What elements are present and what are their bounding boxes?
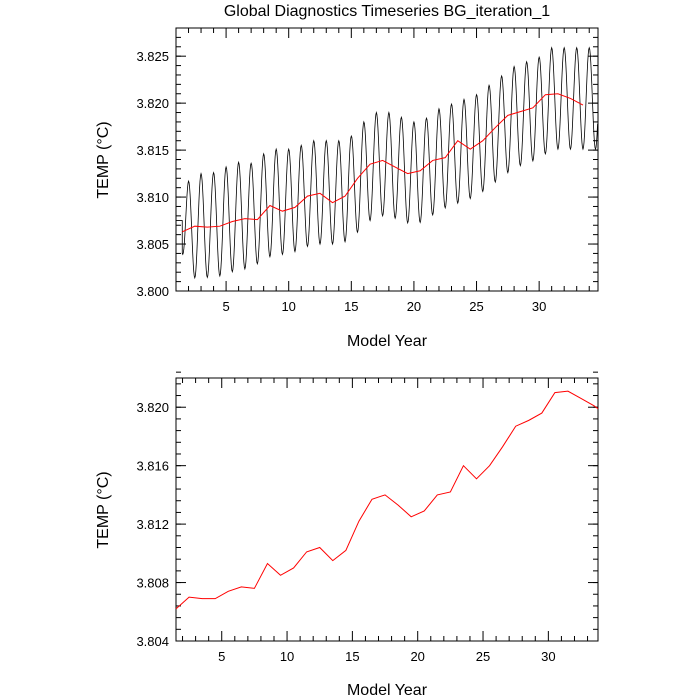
x-tick-label: 15 [344,299,358,314]
top-panel: 3.800 3.805 3.810 3.815 3.820 3.825 5 10 15 20 25 3… [95,27,599,350]
top-tick-labels: 3.800 3.805 3.810 3.815 3.820 3.825 5 10 15 20 25 3… [136,49,546,314]
x-tick-label: 5 [218,649,225,664]
bottom-tick-labels: 3.804 3.808 3.812 3.816 3.820 5 10 15 20 25 30 [136,400,555,664]
x-tick-label: 20 [410,649,424,664]
bottom-annual-series-line [175,390,599,610]
top-monthly-series-line [176,46,598,280]
top-lines [176,46,598,280]
bottom-ticks [176,371,598,642]
top-annual-series-line [182,93,584,233]
top-ticks [175,27,598,292]
x-tick-label: 30 [532,299,546,314]
bottom-y-axis-label: TEMP (°C) [95,471,112,548]
y-tick-label: 3.815 [136,143,169,158]
y-tick-label: 3.812 [136,517,169,532]
y-tick-label: 3.804 [136,634,169,649]
y-tick-label: 3.816 [136,459,169,474]
y-tick-label: 3.805 [136,237,169,252]
x-tick-label: 25 [476,649,490,664]
y-tick-label: 3.820 [136,96,169,111]
x-tick-label: 10 [281,299,295,314]
top-x-axis-label: Model Year [347,333,428,350]
y-tick-label: 3.825 [136,49,169,64]
x-tick-label: 30 [541,649,555,664]
top-y-axis-label: TEMP (°C) [95,121,112,198]
y-tick-label: 3.800 [136,284,169,299]
bottom-x-axis-label: Model Year [347,682,428,699]
x-tick-label: 20 [407,299,421,314]
y-tick-label: 3.808 [136,576,169,591]
bottom-lines [175,390,599,610]
x-tick-label: 5 [222,299,229,314]
figure-title: Global Diagnostics Timeseries BG_iterati… [224,3,550,20]
y-tick-label: 3.810 [136,190,169,205]
bottom-panel: 3.804 3.808 3.812 3.816 3.820 5 10 15 20 25 30 Mod… [95,371,599,699]
y-tick-label: 3.820 [136,400,169,415]
x-tick-label: 10 [280,649,294,664]
x-tick-label: 25 [469,299,483,314]
x-tick-label: 15 [345,649,359,664]
bottom-plot-frame [175,377,599,642]
